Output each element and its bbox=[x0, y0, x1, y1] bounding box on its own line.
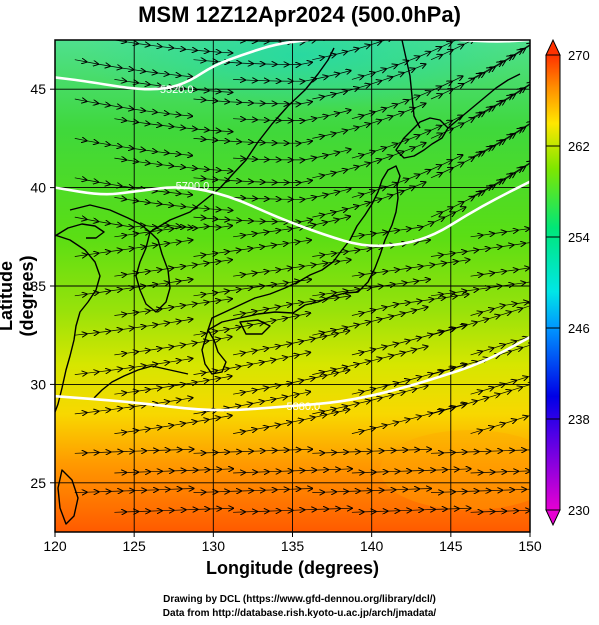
contour-line bbox=[55, 180, 530, 248]
colorbar-tick-label: 230 bbox=[568, 503, 590, 518]
colorbar-tick-label: 254 bbox=[568, 230, 590, 245]
chart-title: MSM 12Z12Apr2024 (500.0hPa) bbox=[138, 2, 461, 27]
streamline bbox=[74, 359, 193, 375]
contour-line bbox=[55, 336, 530, 412]
coast-japan-honshu bbox=[207, 165, 401, 331]
coast-shandong bbox=[55, 223, 105, 239]
streamline bbox=[74, 217, 192, 228]
colorbar-tick-label: 246 bbox=[568, 321, 590, 336]
y-tick-label: 25 bbox=[30, 475, 46, 491]
streamline bbox=[430, 40, 535, 61]
colorbar-tick-label: 262 bbox=[568, 139, 590, 154]
colorbar-tick-label: 270 bbox=[568, 48, 590, 63]
coastlines bbox=[55, 40, 521, 525]
x-tick-label: 145 bbox=[439, 538, 463, 554]
colorbar-ticks: 230 238 246 254 262 270 bbox=[546, 48, 590, 518]
y-tick-label: 35 bbox=[30, 278, 46, 294]
streamline bbox=[470, 469, 530, 473]
x-tick-label: 120 bbox=[43, 538, 67, 554]
colorbar-max-arrow bbox=[545, 38, 561, 56]
credit-data-source: Data from http://database.rish.kyoto-u.a… bbox=[162, 608, 437, 619]
streamline bbox=[470, 398, 530, 434]
streamline bbox=[470, 40, 472, 41]
x-axis-ticks: 120 125 130 135 140 145 150 bbox=[43, 532, 542, 554]
contour-line bbox=[55, 40, 309, 91]
coast-ryukyu bbox=[93, 365, 189, 399]
x-tick-label: 135 bbox=[281, 538, 305, 554]
coast-kurils bbox=[447, 73, 521, 129]
credit-drawing: Drawing by DCL (https://www.gfd-dennou.o… bbox=[163, 594, 436, 605]
colorbar-ramp bbox=[545, 54, 561, 511]
contour-label: 5520.0 bbox=[160, 84, 194, 96]
streamline bbox=[74, 99, 192, 116]
coast-japan-shikoku bbox=[239, 319, 271, 335]
streamline bbox=[470, 358, 530, 394]
contour-label: 5880.0 bbox=[287, 401, 321, 413]
coast-sakhalin bbox=[401, 40, 421, 129]
colorbar-tick-label: 238 bbox=[568, 412, 590, 427]
coast-liaodong bbox=[69, 204, 151, 233]
y-tick-label: 40 bbox=[30, 180, 46, 196]
coast-china-east bbox=[55, 234, 101, 413]
coast-russia-primorye bbox=[149, 47, 335, 233]
streamline bbox=[74, 398, 193, 414]
streamline bbox=[312, 279, 430, 295]
grid-lines bbox=[55, 40, 530, 532]
warm-patch-southeast bbox=[380, 430, 530, 510]
x-tick-label: 125 bbox=[122, 538, 146, 554]
cool-anomaly-north bbox=[80, 40, 520, 110]
colorbar-min-arrow bbox=[545, 509, 561, 527]
streamline bbox=[233, 296, 350, 316]
streamline bbox=[352, 0, 463, 40]
streamline bbox=[233, 216, 350, 236]
streamline bbox=[312, 40, 425, 60]
streamline bbox=[74, 60, 192, 77]
streamline bbox=[74, 138, 192, 155]
x-axis-label: Longitude (degrees) bbox=[205, 558, 379, 578]
streamline bbox=[233, 260, 351, 277]
y-tick-label: 30 bbox=[30, 376, 46, 392]
colorbar: 230 238 246 254 262 270 bbox=[545, 38, 590, 527]
streamline bbox=[74, 319, 193, 335]
y-axis-ticks: 25 30 35 40 45 bbox=[30, 81, 55, 491]
x-tick-label: 150 bbox=[518, 538, 542, 554]
x-tick-label: 140 bbox=[360, 538, 384, 554]
streamline bbox=[74, 240, 193, 257]
contour-label: 5700.0 bbox=[176, 181, 210, 193]
x-tick-label: 130 bbox=[202, 538, 226, 554]
streamline bbox=[470, 508, 530, 512]
coast-japan-hokkaido bbox=[395, 117, 449, 159]
streamline bbox=[470, 294, 530, 316]
y-axis-label: Latitude (degrees) bbox=[0, 255, 37, 337]
coast-japan-kyushu bbox=[201, 329, 227, 375]
y-tick-label: 45 bbox=[30, 81, 46, 97]
coast-korea bbox=[135, 231, 171, 313]
